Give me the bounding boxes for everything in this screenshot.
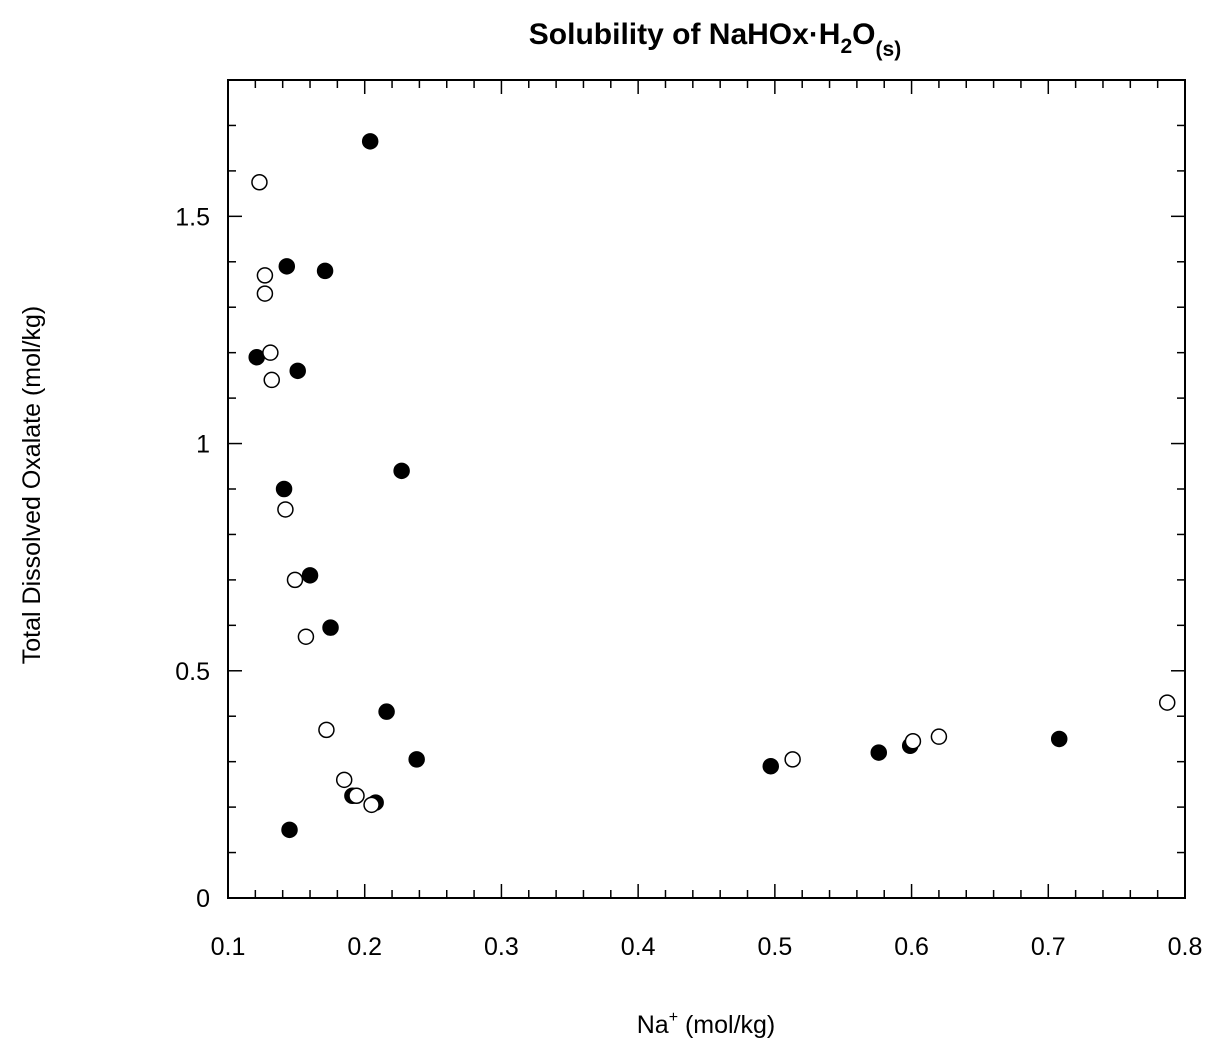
- x-tick-label: 0.2: [347, 933, 382, 961]
- x-tick-label: 0.1: [211, 933, 246, 961]
- filled-data-point: [361, 133, 379, 150]
- plot-frame: [227, 79, 1186, 899]
- chart-title-mid: O: [852, 18, 875, 51]
- filled-data-point: [322, 619, 339, 636]
- chart-title-sub1: 2: [840, 35, 852, 58]
- filled-data-point: [281, 821, 298, 839]
- filled-data-point: [1050, 730, 1068, 748]
- filled-data-point: [762, 757, 780, 775]
- filled-data-point: [289, 362, 306, 380]
- chart-title: Solubility of NaHOx·H2O(s): [529, 18, 901, 61]
- open-data-point: [256, 267, 274, 284]
- filled-data-point: [378, 703, 395, 720]
- filled-data-point: [275, 480, 293, 498]
- open-data-point: [297, 628, 315, 645]
- x-tick-label: 0.5: [757, 933, 792, 961]
- open-data-point: [262, 344, 279, 361]
- open-data-point: [263, 371, 280, 389]
- open-data-point: [251, 174, 268, 191]
- filled-data-point: [870, 744, 888, 761]
- x-axis-label-sup: +: [669, 1009, 678, 1026]
- y-tick-label: 1: [196, 431, 210, 459]
- open-data-point: [1158, 694, 1176, 711]
- open-data-point: [904, 732, 922, 750]
- open-data-point: [930, 728, 948, 745]
- y-axis-label: Total Dissolved Oxalate (mol/kg): [18, 306, 46, 664]
- x-tick-label: 0.4: [621, 933, 656, 961]
- chart-title-main: Solubility of NaHOx·H: [529, 18, 841, 51]
- x-tick-label: 0.3: [484, 933, 519, 961]
- x-axis-label-rest: (mol/kg): [678, 1011, 775, 1039]
- data-points: [248, 133, 1176, 839]
- filled-data-point: [278, 258, 296, 275]
- filled-data-point: [316, 262, 334, 280]
- x-tick-label: 0.7: [1031, 933, 1066, 961]
- y-tick-labels: 0 0.5 1 1.5: [175, 203, 210, 913]
- open-data-point: [318, 721, 335, 739]
- axis-ticks: [227, 79, 1186, 899]
- x-tick-labels: 0.1 0.2 0.3 0.4 0.5 0.6 0.7 0.8: [211, 933, 1203, 961]
- x-axis-label-main: Na: [637, 1011, 669, 1039]
- y-tick-label: 1.5: [175, 203, 210, 231]
- x-tick-label: 0.8: [1168, 933, 1203, 961]
- filled-data-point: [393, 462, 410, 480]
- open-data-point: [784, 751, 801, 768]
- open-data-point: [335, 771, 353, 789]
- open-data-point: [256, 285, 274, 302]
- y-tick-label: 0: [196, 885, 210, 913]
- open-data-point: [277, 501, 294, 518]
- filled-data-point: [301, 567, 319, 584]
- chart-title-sub2: (s): [876, 38, 902, 61]
- open-data-point: [363, 796, 380, 814]
- filled-data-point: [408, 751, 425, 768]
- y-tick-label: 0.5: [175, 658, 210, 686]
- open-data-point: [286, 571, 304, 589]
- filled-data-point: [248, 348, 265, 366]
- x-tick-label: 0.6: [894, 933, 929, 961]
- x-axis-label: Na+ (mol/kg): [637, 1009, 776, 1039]
- open-data-point: [348, 787, 365, 804]
